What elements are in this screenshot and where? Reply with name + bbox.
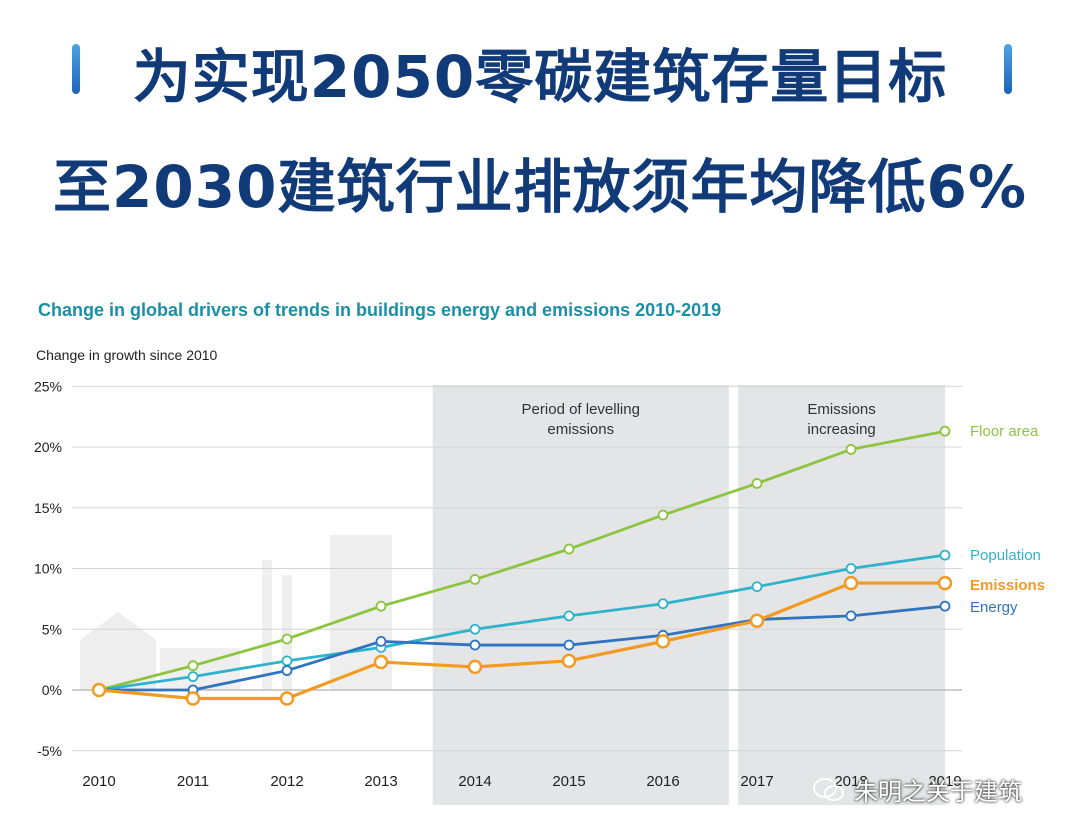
legend-emissions: Emissions [970, 577, 1045, 594]
data-point-floor-area [845, 444, 857, 455]
headline-line-1: 为实现2050零碳建筑存量目标 [132, 43, 948, 111]
watermark-text: 朱明之关于建筑 [854, 778, 1022, 806]
house-silhouette [80, 612, 156, 690]
data-point-emissions [91, 682, 107, 698]
y-tick-label: 25% [34, 378, 62, 394]
x-tick-label: 2015 [552, 773, 585, 790]
y-axis-label: Change in growth since 2010 [36, 347, 218, 363]
y-tick-label: 5% [42, 621, 62, 637]
headline-line-2: 至2030建筑行业排放须年均降低6% [53, 153, 1027, 221]
y-tick-label: 20% [34, 439, 62, 455]
period-shade-1 [432, 385, 729, 805]
data-point-population [845, 563, 857, 574]
data-point-emissions [373, 654, 389, 670]
data-point-emissions [937, 575, 953, 591]
data-point-emissions [279, 691, 295, 706]
data-point-emissions [185, 691, 201, 706]
data-point-energy [469, 639, 481, 651]
data-point-floor-area [657, 509, 669, 521]
data-point-floor-area [563, 543, 575, 555]
data-point-emissions [655, 634, 671, 649]
y-tick-label: 0% [42, 682, 62, 698]
period-label-1-line-1: Period of levelling [522, 401, 640, 418]
data-point-energy [563, 639, 575, 651]
legend-floor-area: Floor area [970, 423, 1039, 440]
x-tick-label: 2011 [177, 773, 209, 790]
y-tick-label: -5% [37, 743, 62, 759]
data-point-population [657, 598, 669, 610]
data-point-energy [375, 636, 387, 647]
data-point-floor-area [187, 660, 199, 672]
chimney-silhouette [282, 575, 292, 690]
x-tick-label: 2017 [740, 773, 773, 790]
headline-right-bar [1004, 44, 1012, 94]
headline-left-bar [72, 44, 80, 94]
data-point-emissions [749, 613, 765, 628]
data-point-population [563, 610, 575, 622]
data-point-floor-area [939, 425, 951, 437]
data-point-energy [845, 610, 857, 622]
x-tick-label: 2016 [646, 773, 679, 790]
chimney-silhouette [262, 560, 272, 690]
data-point-population [281, 655, 293, 667]
x-tick-label: 2013 [364, 773, 397, 790]
data-point-emissions [467, 659, 483, 675]
period-shade-2 [738, 385, 945, 805]
chart-title: Change in global drivers of trends in bu… [38, 300, 722, 320]
y-tick-label: 15% [34, 500, 62, 516]
data-point-population [187, 671, 199, 683]
period-label-2-line-2: increasing [807, 421, 875, 438]
wechat-icon [812, 776, 846, 804]
period-label-1-line-2: emissions [547, 421, 614, 438]
series-line-emissions [98, 581, 945, 701]
building-silhouettes [80, 535, 392, 690]
series-line-population [98, 553, 946, 692]
series-line-floor-area [98, 429, 946, 692]
data-point-energy [939, 600, 951, 612]
data-point-emissions [843, 575, 859, 591]
data-point-emissions [561, 653, 577, 669]
legend-population: Population [970, 547, 1041, 564]
x-tick-label: 2018 [834, 773, 867, 790]
data-point-floor-area [281, 633, 293, 645]
x-tick-label: 2012 [270, 773, 303, 790]
data-point-population [939, 549, 951, 561]
data-point-floor-area [469, 574, 481, 585]
watermark: 朱明之关于建筑 [812, 772, 1022, 807]
series-line-energy [99, 604, 946, 692]
data-point-floor-area [751, 478, 763, 489]
legend-energy: Energy [970, 599, 1018, 616]
data-point-energy [281, 665, 293, 676]
x-tick-label: 2010 [82, 773, 115, 790]
y-tick-label: 10% [34, 561, 62, 577]
x-tick-label: 2019 [928, 773, 961, 790]
x-tick-label: 2014 [458, 773, 491, 790]
data-point-floor-area [375, 600, 387, 612]
data-point-population [751, 581, 763, 593]
data-point-population [469, 623, 481, 635]
period-label-2-line-1: Emissions [807, 401, 875, 418]
